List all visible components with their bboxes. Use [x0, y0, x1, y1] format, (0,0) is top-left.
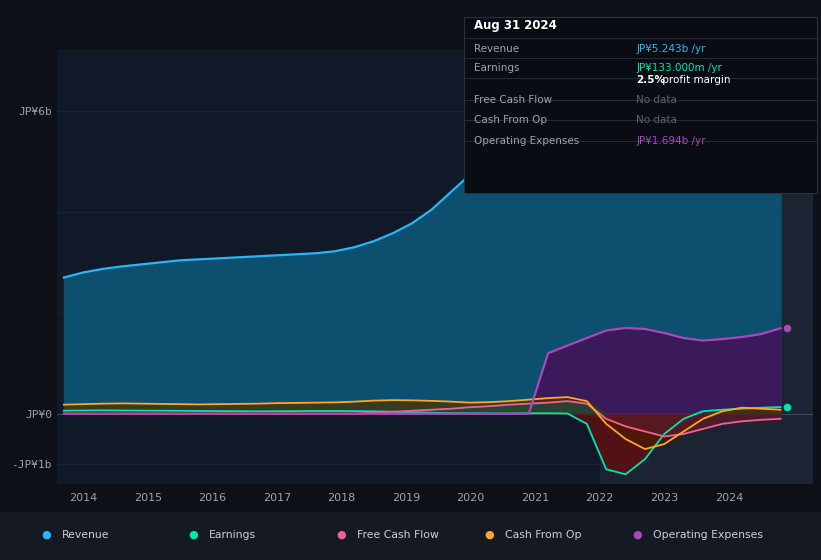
Text: ●: ● — [189, 530, 199, 540]
Text: Aug 31 2024: Aug 31 2024 — [474, 19, 557, 32]
Text: JP¥1.694b /yr: JP¥1.694b /yr — [636, 136, 706, 146]
Text: 2.5%: 2.5% — [636, 76, 665, 86]
Text: JP¥133.000m /yr: JP¥133.000m /yr — [636, 63, 722, 73]
Text: JP¥5.243b /yr: JP¥5.243b /yr — [636, 44, 706, 54]
Text: Operating Expenses: Operating Expenses — [474, 136, 579, 146]
Text: ●: ● — [337, 530, 346, 540]
Text: ●: ● — [41, 530, 51, 540]
Text: Cash From Op: Cash From Op — [505, 530, 581, 540]
Text: Cash From Op: Cash From Op — [474, 115, 547, 125]
Text: No data: No data — [636, 95, 677, 105]
Text: ●: ● — [632, 530, 642, 540]
Text: Revenue: Revenue — [474, 44, 519, 54]
Text: profit margin: profit margin — [659, 76, 731, 86]
Text: Operating Expenses: Operating Expenses — [653, 530, 763, 540]
Text: Earnings: Earnings — [474, 63, 519, 73]
Text: Free Cash Flow: Free Cash Flow — [474, 95, 552, 105]
Text: Free Cash Flow: Free Cash Flow — [357, 530, 439, 540]
Bar — [600, 50, 813, 484]
Text: No data: No data — [636, 115, 677, 125]
Text: ●: ● — [484, 530, 494, 540]
Text: Earnings: Earnings — [209, 530, 256, 540]
Text: Revenue: Revenue — [62, 530, 109, 540]
